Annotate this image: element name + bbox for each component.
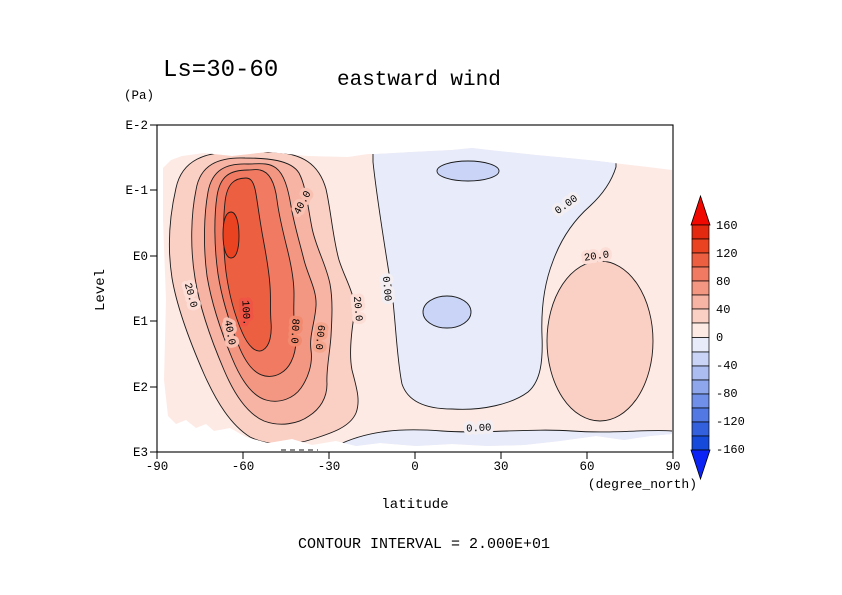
colorbar-segment xyxy=(691,435,710,451)
colorbar-tick-label: 40 xyxy=(716,303,730,317)
colorbar-tick-label: -40 xyxy=(716,359,738,373)
colorbar-arrow-high xyxy=(690,194,711,226)
colorbar-tick-label: -80 xyxy=(716,387,738,401)
y-tick-label: E3 xyxy=(133,446,148,460)
contour-label-100: 100. xyxy=(238,300,251,326)
colorbar-segment xyxy=(691,294,710,310)
contour-interval-caption: CONTOUR INTERVAL = 2.000E+01 xyxy=(298,536,550,553)
x-axis-unit: (degree_north) xyxy=(588,477,697,492)
y-tick-label: E0 xyxy=(133,250,148,264)
colorbar-segment xyxy=(691,224,710,240)
y-tick-label: E-2 xyxy=(125,119,148,133)
contour-label-80: 80.0 xyxy=(287,318,300,344)
season-title: Ls=30-60 xyxy=(163,57,278,84)
contour-region-mid-minus20 xyxy=(422,295,472,329)
contour-label-zero-mid: 0.00 xyxy=(379,276,393,302)
colorbar-segment xyxy=(691,266,710,282)
y-axis-ticks xyxy=(150,124,157,453)
contour-region-negative-0 xyxy=(372,148,617,410)
colorbar-segment xyxy=(691,421,710,437)
colorbar-tick-label: 80 xyxy=(716,275,730,289)
x-tick-label: 30 xyxy=(493,460,508,474)
x-axis-ticks xyxy=(156,452,674,459)
colorbar-segment xyxy=(691,365,710,381)
contour-label-zero-bottom: 0.00 xyxy=(466,422,492,435)
y-axis-unit: (Pa) xyxy=(124,89,154,103)
x-tick-label: 90 xyxy=(665,460,680,474)
colorbar-segment xyxy=(691,407,710,423)
y-tick-label: E-1 xyxy=(125,184,148,198)
colorbar-segment xyxy=(691,252,710,268)
fill-bottom-negative-layer xyxy=(336,429,672,446)
colorbar-segment xyxy=(691,393,710,409)
colorbar-tick-label: 160 xyxy=(716,219,738,233)
colorbar-segment xyxy=(691,322,710,338)
jet-contour-120 xyxy=(222,211,240,259)
x-tick-label: 60 xyxy=(579,460,594,474)
y-axis-label: Level xyxy=(93,269,109,311)
x-axis-label: latitude xyxy=(381,497,448,513)
y-tick-label: E2 xyxy=(133,381,148,395)
colorbar-tick-label: -120 xyxy=(716,415,745,429)
x-tick-label: -90 xyxy=(146,460,169,474)
colorbar-segment xyxy=(691,308,710,324)
contour-region-right-plus20 xyxy=(546,260,654,422)
contour-line-bottom-zero xyxy=(335,429,672,446)
variable-title: eastward wind xyxy=(337,69,501,92)
colorbar-segment xyxy=(691,351,710,367)
colorbar: 160 120 80 40 0 -40 -80 -120 -160 xyxy=(690,194,745,481)
colorbar-segment xyxy=(691,280,710,296)
colorbar-segment xyxy=(691,238,710,254)
colorbar-arrow-low xyxy=(690,449,711,481)
y-tick-label: E1 xyxy=(133,315,148,329)
x-tick-label: 0 xyxy=(411,460,419,474)
x-tick-label: -30 xyxy=(318,460,341,474)
colorbar-segment xyxy=(691,379,710,395)
contour-region-top-minus20 xyxy=(436,160,500,182)
contour-fill-area xyxy=(163,148,672,446)
colorbar-tick-label: 120 xyxy=(716,247,738,261)
colorbar-tick-label: -160 xyxy=(716,443,745,457)
contour-label-20-jet-right: 20.0 xyxy=(350,296,364,322)
colorbar-tick-label: 0 xyxy=(716,331,723,345)
x-tick-label: -60 xyxy=(232,460,255,474)
colorbar-segment xyxy=(691,337,710,353)
